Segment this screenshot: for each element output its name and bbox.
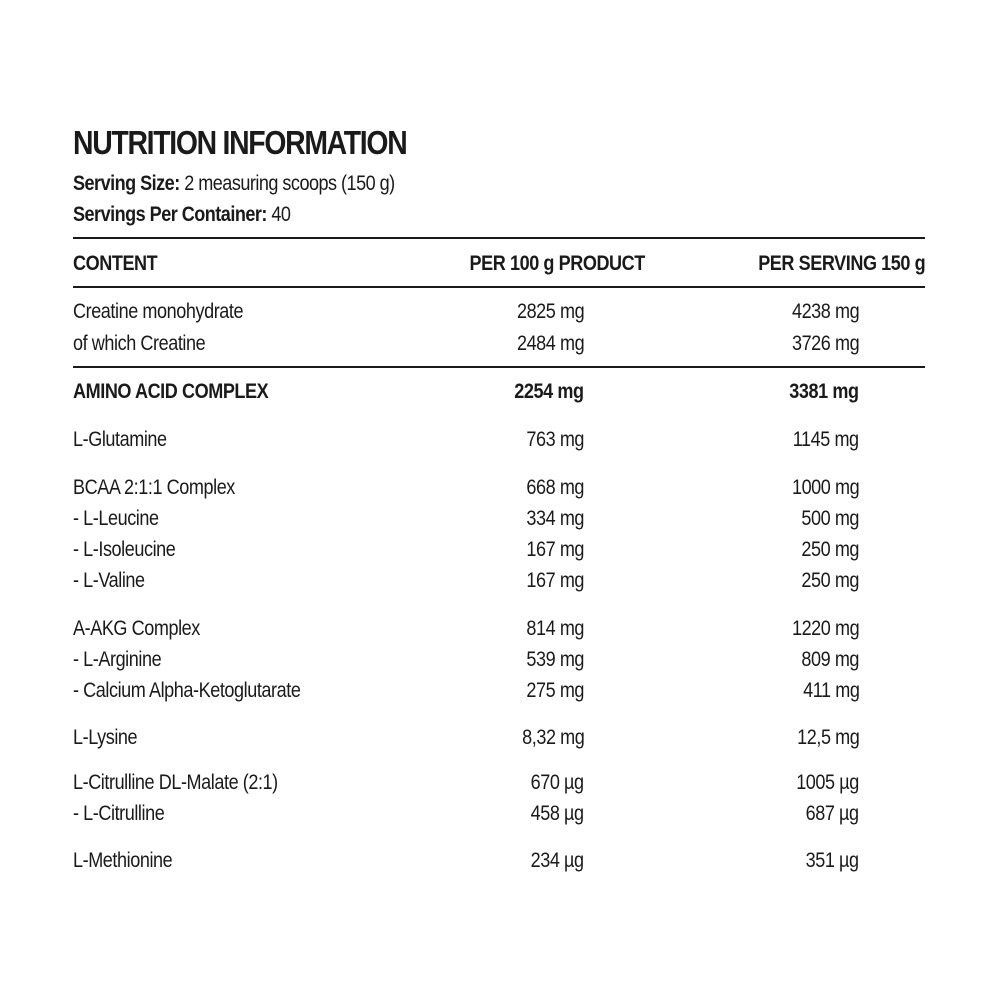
nutrient-name: L-Methionine: [73, 849, 173, 872]
servings-per-container-label: Servings Per Container:: [73, 203, 267, 226]
value-per-100g: 814 mg: [526, 617, 584, 640]
table-row: - L-Arginine 539 mg 809 mg: [0, 646, 1000, 674]
serving-size: Serving Size: 2 measuring scoops (150 g): [73, 173, 395, 194]
nutrient-name: L-Citrulline DL-Malate (2:1): [73, 771, 278, 794]
value-per-serving: 1220 mg: [791, 617, 860, 640]
value-per-serving: 809 mg: [801, 648, 859, 671]
value-per-serving: 1005 µg: [796, 771, 859, 794]
table-row: - L-Citrulline 458 µg 687 µg: [0, 800, 1000, 828]
header-content: CONTENT: [73, 252, 158, 275]
nutrient-name: of which Creatine: [73, 332, 206, 355]
serving-size-value: 2 measuring scoops (150 g): [179, 172, 395, 195]
value-per-serving: 3726 mg: [791, 332, 860, 355]
table-row: L-Glutamine 763 mg 1145 mg: [0, 426, 1000, 454]
table-row: A-AKG Complex 814 mg 1220 mg: [0, 615, 1000, 643]
table-row: BCAA 2:1:1 Complex 668 mg 1000 mg: [0, 474, 1000, 502]
value-per-100g: 763 mg: [526, 428, 584, 451]
table-row: - L-Leucine 334 mg 500 mg: [0, 505, 1000, 533]
nutrient-name: A-AKG Complex: [73, 617, 200, 640]
value-per-100g: 458 µg: [530, 802, 584, 825]
value-per-serving: 1000 mg: [791, 476, 860, 499]
value-per-serving: 250 mg: [801, 538, 859, 561]
nutrient-name: - L-Leucine: [73, 507, 159, 530]
table-row: Creatine monohydrate 2825 mg 4238 mg: [0, 298, 1000, 326]
nutrient-name: Creatine monohydrate: [73, 300, 244, 323]
header-per-serving: PER SERVING 150 g: [757, 252, 925, 275]
value-per-100g: 334 mg: [526, 507, 584, 530]
header-per-100g: PER 100 g PRODUCT: [469, 252, 646, 275]
table-row: L-Lysine 8,32 mg 12,5 mg: [0, 724, 1000, 752]
value-per-serving: 3381 mg: [789, 380, 860, 403]
table-row: L-Citrulline DL-Malate (2:1) 670 µg 1005 µ…: [0, 769, 1000, 797]
value-per-100g: 539 mg: [526, 648, 584, 671]
value-per-100g: 2254 mg: [514, 380, 585, 403]
table-row: - L-Isoleucine 167 mg 250 mg: [0, 536, 1000, 564]
value-per-serving: 1145 mg: [793, 428, 859, 451]
value-per-serving: 411 mg: [802, 679, 860, 702]
nutrient-name: AMINO ACID COMPLEX: [73, 380, 269, 403]
divider-header: [73, 286, 925, 288]
nutrient-name: - L-Valine: [73, 569, 145, 592]
value-per-100g: 234 µg: [530, 849, 584, 872]
value-per-serving: 4238 mg: [791, 300, 860, 323]
servings-per-container-value: 40: [266, 203, 291, 226]
table-row: of which Creatine 2484 mg 3726 mg: [0, 330, 1000, 358]
table-row: L-Methionine 234 µg 351 µg: [0, 847, 1000, 875]
serving-size-label: Serving Size:: [73, 172, 180, 195]
value-per-serving: 351 µg: [805, 849, 859, 872]
value-per-100g: 668 mg: [526, 476, 584, 499]
value-per-serving: 687 µg: [805, 802, 859, 825]
value-per-100g: 167 mg: [526, 538, 584, 561]
servings-per-container: Servings Per Container: 40: [73, 203, 291, 226]
value-per-100g: 8,32 mg: [521, 726, 585, 749]
nutrient-name: - L-Arginine: [73, 648, 162, 671]
nutrient-name: - Calcium Alpha-Ketoglutarate: [73, 679, 301, 702]
value-per-serving: 500 mg: [801, 507, 859, 530]
table-row: - L-Valine 167 mg 250 mg: [0, 567, 1000, 595]
divider-top: [73, 237, 925, 239]
table-row: AMINO ACID COMPLEX 2254 mg 3381 mg: [0, 378, 1000, 406]
divider-creatine: [73, 366, 925, 368]
table-header: CONTENT PER 100 g PRODUCT PER SERVING 15…: [0, 250, 1000, 278]
table-row: - Calcium Alpha-Ketoglutarate 275 mg 411 m…: [0, 677, 1000, 705]
page-title: NUTRITION INFORMATION: [73, 124, 408, 161]
nutrient-name: BCAA 2:1:1 Complex: [73, 476, 235, 499]
value-per-100g: 2484 mg: [516, 332, 585, 355]
nutrient-name: - L-Citrulline: [73, 802, 165, 825]
value-per-serving: 12,5 mg: [796, 726, 860, 749]
value-per-100g: 2825 mg: [516, 300, 585, 323]
value-per-100g: 275 mg: [526, 679, 584, 702]
value-per-100g: 167 mg: [526, 569, 584, 592]
value-per-100g: 670 µg: [530, 771, 584, 794]
nutrient-name: L-Glutamine: [73, 428, 167, 451]
value-per-serving: 250 mg: [801, 569, 859, 592]
nutrient-name: L-Lysine: [73, 726, 138, 749]
nutrient-name: - L-Isoleucine: [73, 538, 176, 561]
